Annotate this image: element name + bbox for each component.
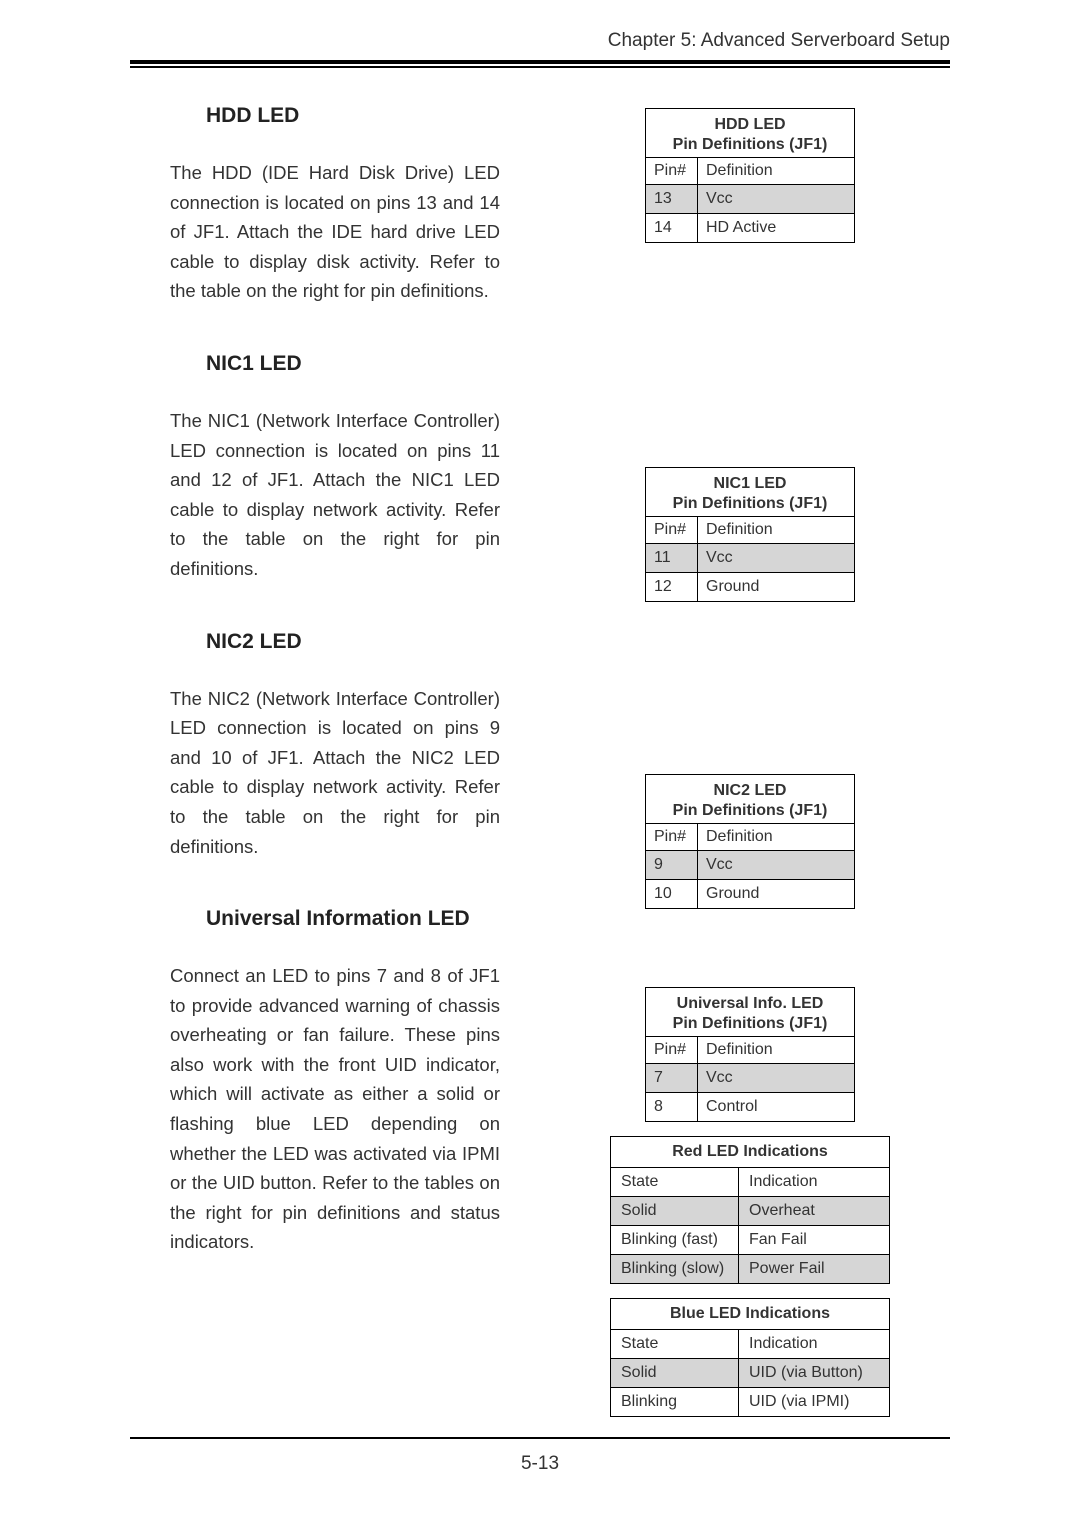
table-row: 10 Ground (646, 880, 855, 909)
table-title: NIC2 LED Pin Definitions (JF1) (646, 775, 855, 824)
chapter-header: Chapter 5: Advanced Serverboard Setup (130, 30, 950, 60)
cell-state: Blinking (fast) (611, 1226, 739, 1255)
col-state: State (611, 1168, 739, 1197)
nic1-heading: NIC1 LED (170, 352, 500, 376)
cell-indication: UID (via Button) (739, 1359, 890, 1388)
page: Chapter 5: Advanced Serverboard Setup HD… (0, 0, 1080, 1535)
title-line2: Pin Definitions (JF1) (650, 135, 850, 155)
table-row: Solid Overheat (611, 1197, 890, 1226)
cell-pin: 7 (646, 1064, 698, 1093)
table-title: NIC1 LED Pin Definitions (JF1) (646, 468, 855, 517)
nic2-paragraph: The NIC2 (Network Interface Controller) … (170, 684, 500, 862)
table-row: 7 Vcc (646, 1064, 855, 1093)
cell-def: Vcc (698, 544, 855, 573)
cell-indication: Fan Fail (739, 1226, 890, 1255)
col-pin: Pin# (646, 824, 698, 851)
red-led-table: Red LED Indications State Indication Sol… (610, 1136, 890, 1284)
cell-def: Vcc (698, 851, 855, 880)
cell-pin: 11 (646, 544, 698, 573)
table-row: Blinking (fast) Fan Fail (611, 1226, 890, 1255)
col-pin: Pin# (646, 1037, 698, 1064)
col-def: Definition (698, 158, 855, 185)
cell-state: Blinking (slow) (611, 1255, 739, 1284)
table-row: 14 HD Active (646, 214, 855, 243)
cell-pin: 9 (646, 851, 698, 880)
cell-pin: 12 (646, 573, 698, 602)
cell-indication: Power Fail (739, 1255, 890, 1284)
title-line1: NIC2 LED (714, 782, 787, 799)
col-pin: Pin# (646, 517, 698, 544)
blue-led-table: Blue LED Indications State Indication So… (610, 1298, 890, 1417)
col-def: Definition (698, 824, 855, 851)
table-title: Red LED Indications (611, 1137, 890, 1168)
header-divider (130, 60, 950, 68)
hdd-paragraph: The HDD (IDE Hard Disk Drive) LED connec… (170, 158, 500, 306)
uil-pin-table: Universal Info. LED Pin Definitions (JF1… (645, 987, 855, 1122)
table-row: Blinking (slow) Power Fail (611, 1255, 890, 1284)
content-columns: HDD LED The HDD (IDE Hard Disk Drive) LE… (130, 104, 950, 1417)
col-def: Definition (698, 1037, 855, 1064)
col-def: Definition (698, 517, 855, 544)
col-pin: Pin# (646, 158, 698, 185)
title-line2: Pin Definitions (JF1) (650, 494, 850, 514)
uil-heading: Universal Information LED (170, 907, 500, 931)
cell-pin: 10 (646, 880, 698, 909)
cell-pin: 14 (646, 214, 698, 243)
cell-indication: UID (via IPMI) (739, 1388, 890, 1417)
nic2-pin-table: NIC2 LED Pin Definitions (JF1) Pin# Defi… (645, 774, 855, 909)
table-row: 8 Control (646, 1093, 855, 1122)
col-indication: Indication (739, 1168, 890, 1197)
table-title: Blue LED Indications (611, 1299, 890, 1330)
table-title: HDD LED Pin Definitions (JF1) (646, 109, 855, 158)
title-line1: Universal Info. LED (677, 995, 824, 1012)
cell-def: HD Active (698, 214, 855, 243)
hdd-pin-table: HDD LED Pin Definitions (JF1) Pin# Defin… (645, 108, 855, 243)
cell-indication: Overheat (739, 1197, 890, 1226)
cell-state: Solid (611, 1197, 739, 1226)
col-state: State (611, 1330, 739, 1359)
table-title: Universal Info. LED Pin Definitions (JF1… (646, 988, 855, 1037)
col-indication: Indication (739, 1330, 890, 1359)
table-row: Blinking UID (via IPMI) (611, 1388, 890, 1417)
title-line2: Pin Definitions (JF1) (650, 1014, 850, 1034)
cell-pin: 13 (646, 185, 698, 214)
nic1-paragraph: The NIC1 (Network Interface Controller) … (170, 406, 500, 584)
cell-state: Solid (611, 1359, 739, 1388)
cell-state: Blinking (611, 1388, 739, 1417)
cell-def: Ground (698, 880, 855, 909)
table-row: Solid UID (via Button) (611, 1359, 890, 1388)
table-row: 9 Vcc (646, 851, 855, 880)
nic2-heading: NIC2 LED (170, 630, 500, 654)
cell-pin: 8 (646, 1093, 698, 1122)
table-row: 11 Vcc (646, 544, 855, 573)
cell-def: Vcc (698, 185, 855, 214)
title-line1: HDD LED (714, 116, 785, 133)
cell-def: Vcc (698, 1064, 855, 1093)
uil-paragraph: Connect an LED to pins 7 and 8 of JF1 to… (170, 961, 500, 1257)
left-column: HDD LED The HDD (IDE Hard Disk Drive) LE… (130, 104, 500, 1417)
title-line2: Pin Definitions (JF1) (650, 801, 850, 821)
title-line1: NIC1 LED (714, 475, 787, 492)
page-number: 5-13 (130, 1439, 950, 1475)
table-row: 12 Ground (646, 573, 855, 602)
table-row: 13 Vcc (646, 185, 855, 214)
right-column: HDD LED Pin Definitions (JF1) Pin# Defin… (540, 104, 950, 1417)
cell-def: Ground (698, 573, 855, 602)
nic1-pin-table: NIC1 LED Pin Definitions (JF1) Pin# Defi… (645, 467, 855, 602)
hdd-heading: HDD LED (170, 104, 500, 128)
cell-def: Control (698, 1093, 855, 1122)
